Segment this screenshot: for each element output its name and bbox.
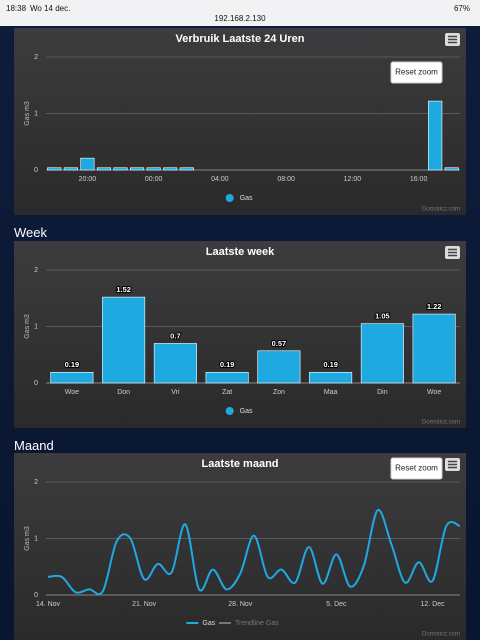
section-header: Week (14, 225, 47, 240)
bar (444, 167, 459, 171)
line-series (47, 509, 461, 596)
credit: Domoticz.com (422, 207, 460, 213)
x-tick-label: 08:00 (277, 176, 295, 183)
bar (63, 167, 78, 171)
data-label: 0.19 (323, 360, 338, 369)
x-tick-label: 04:00 (211, 176, 229, 183)
x-tick-label: Zat (222, 389, 232, 396)
date: Wo 14 dec. (30, 4, 71, 13)
x-tick-label: Don (117, 389, 130, 396)
data-label: 1.05 (375, 312, 390, 321)
bar (360, 323, 404, 384)
bar (113, 167, 128, 171)
x-tick-label: 14. Nov (36, 601, 61, 608)
y-tick-label: 0 (34, 380, 38, 387)
menu-button[interactable] (445, 458, 460, 471)
bar (257, 350, 301, 384)
y-tick-label: 2 (34, 267, 38, 274)
legend-label[interactable]: Gas (240, 408, 253, 415)
x-tick-label: 5. Dec (326, 601, 347, 608)
x-tick-label: 12. Dec (420, 601, 445, 608)
reset-zoom-label[interactable]: Reset zoom (395, 68, 438, 77)
y-tick-label: 1 (34, 535, 38, 542)
credit: Domoticz.com (422, 632, 460, 638)
data-label: 0.7 (170, 331, 180, 340)
data-label: 0.57 (272, 339, 287, 348)
x-tick-label: Woe (65, 389, 79, 396)
menu-button[interactable] (445, 246, 460, 259)
chart-panel: Laatste maand Reset zoom 0 1 2 Gas m3 14. Nov 2… (14, 453, 466, 640)
bar (129, 167, 145, 171)
reset-zoom-button[interactable] (390, 61, 443, 84)
status-bar: 18:38 Wo 14 dec. 192.168.2.130 67% (0, 0, 480, 26)
x-tick-label: 28. Nov (228, 601, 253, 608)
data-label: 1.52 (116, 285, 131, 294)
legend-symbol[interactable] (225, 194, 234, 202)
bar (102, 296, 146, 384)
bar (153, 343, 197, 384)
y-tick-label: 1 (34, 323, 38, 330)
data-label: 0.19 (65, 360, 80, 369)
x-tick-label: 20:00 (79, 176, 97, 183)
chart-panel: Verbruik Laatste 24 Uren Reset zoom 0 1 2 Gas… (14, 28, 466, 215)
bar (96, 167, 112, 171)
panel-background (14, 28, 466, 215)
bar (179, 167, 194, 171)
bar (146, 167, 161, 171)
credit: Domoticz.com (422, 420, 460, 426)
section-header: Maand (14, 438, 54, 453)
battery: 67% (453, 4, 470, 13)
panel-background (14, 453, 466, 640)
x-tick-label: Vri (171, 389, 180, 396)
legend-label[interactable]: Trendline Gas (235, 620, 279, 627)
chart-title: Laatste maand (201, 458, 278, 470)
x-tick-label: Zon (273, 389, 285, 396)
menu-button[interactable] (445, 33, 460, 46)
y-tick-label: 0 (34, 592, 38, 599)
chart-panel: Laatste week 0 1 2 Gas m3 Woe Don Vri Zat Zon Maa D… (14, 241, 466, 428)
x-tick-label: Maa (324, 389, 338, 396)
x-tick-label: 16:00 (410, 176, 428, 183)
data-label: 1.22 (427, 302, 442, 311)
y-tick-label: 2 (34, 54, 38, 61)
x-tick-label: 21. Nov (132, 601, 157, 608)
bar (205, 371, 249, 384)
legend-label[interactable]: Gas (240, 195, 253, 202)
clock: 18:38 (6, 4, 27, 13)
legend-label[interactable]: Gas (202, 620, 215, 627)
bar (50, 371, 94, 384)
bar (412, 313, 456, 384)
chart-title: Verbruik Laatste 24 Uren (175, 33, 304, 45)
url[interactable]: 192.168.2.130 (214, 14, 266, 23)
reset-zoom-label[interactable]: Reset zoom (395, 464, 438, 473)
bar (428, 100, 443, 171)
bar (163, 167, 178, 171)
bar (309, 371, 353, 384)
x-tick-label: 00:00 (145, 176, 163, 183)
chart-title: Laatste week (206, 246, 275, 258)
bar (47, 167, 62, 171)
reset-zoom-button[interactable] (390, 457, 443, 480)
y-tick-label: 2 (34, 479, 38, 486)
y-axis-title: Gas m3 (24, 526, 31, 551)
legend-symbol[interactable] (225, 407, 234, 415)
x-tick-label: 12:00 (344, 176, 362, 183)
x-tick-label: Woe (427, 389, 441, 396)
data-label: 0.19 (220, 360, 235, 369)
y-tick-label: 1 (34, 110, 38, 117)
y-axis-title: Gas m3 (24, 101, 31, 126)
y-tick-label: 0 (34, 167, 38, 174)
bar (80, 157, 95, 171)
y-axis-title: Gas m3 (24, 314, 31, 339)
x-tick-label: Din (377, 389, 388, 396)
